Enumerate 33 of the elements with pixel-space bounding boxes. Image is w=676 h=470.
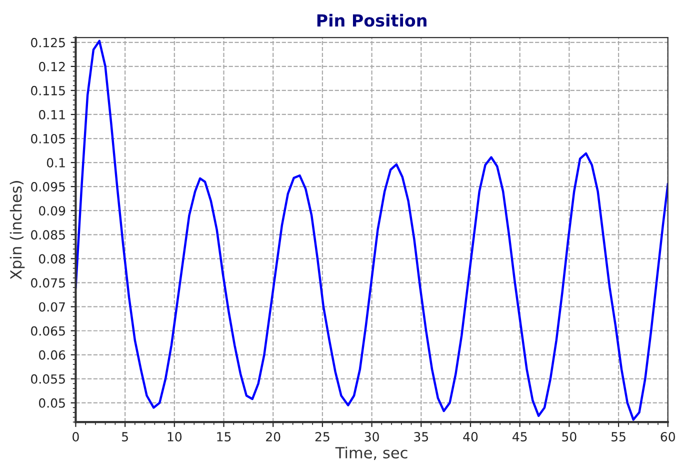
y-tick-label: 0.095 (31, 182, 65, 192)
x-tick-label: 40 (463, 432, 478, 442)
y-tick-label: 0.125 (31, 38, 65, 48)
y-tick-label: 0.08 (38, 254, 66, 264)
x-tick-label: 10 (168, 432, 182, 442)
x-tick-label: 20 (266, 432, 280, 442)
y-tick-label: 0.12 (38, 62, 65, 72)
y-tick-label: 0.055 (31, 374, 65, 384)
chart-title: Pin Position (317, 14, 426, 27)
x-tick-label: 15 (217, 432, 231, 442)
y-tick-label: 0.06 (38, 350, 66, 360)
x-tick-label: 0 (72, 432, 79, 442)
x-tick-label: 30 (364, 432, 379, 442)
y-tick-label: 0.085 (31, 230, 65, 240)
x-tick-label: 55 (612, 432, 626, 442)
y-tick-label: 0.05 (38, 398, 65, 408)
y-tick-label: 0.09 (38, 206, 66, 216)
x-tick-label: 60 (660, 432, 676, 442)
y-tick-label: 0.065 (31, 326, 65, 336)
y-axis-title: Xpin (inches) (10, 181, 25, 280)
x-tick-label: 45 (512, 432, 527, 442)
y-tick-label: 0.1 (46, 158, 65, 168)
x-tick-label: 5 (122, 432, 128, 442)
y-tick-label: 0.115 (31, 86, 65, 96)
x-tick-label: 35 (414, 432, 428, 442)
y-tick-label: 0.11 (38, 110, 65, 120)
y-tick-label: 0.075 (31, 278, 65, 288)
x-tick-label: 50 (562, 432, 576, 442)
y-tick-label: 0.105 (31, 134, 65, 144)
x-tick-label: 25 (315, 432, 330, 442)
x-axis-title: Time, sec (335, 446, 408, 460)
y-tick-label: 0.07 (38, 302, 65, 312)
line-series (76, 40, 668, 421)
